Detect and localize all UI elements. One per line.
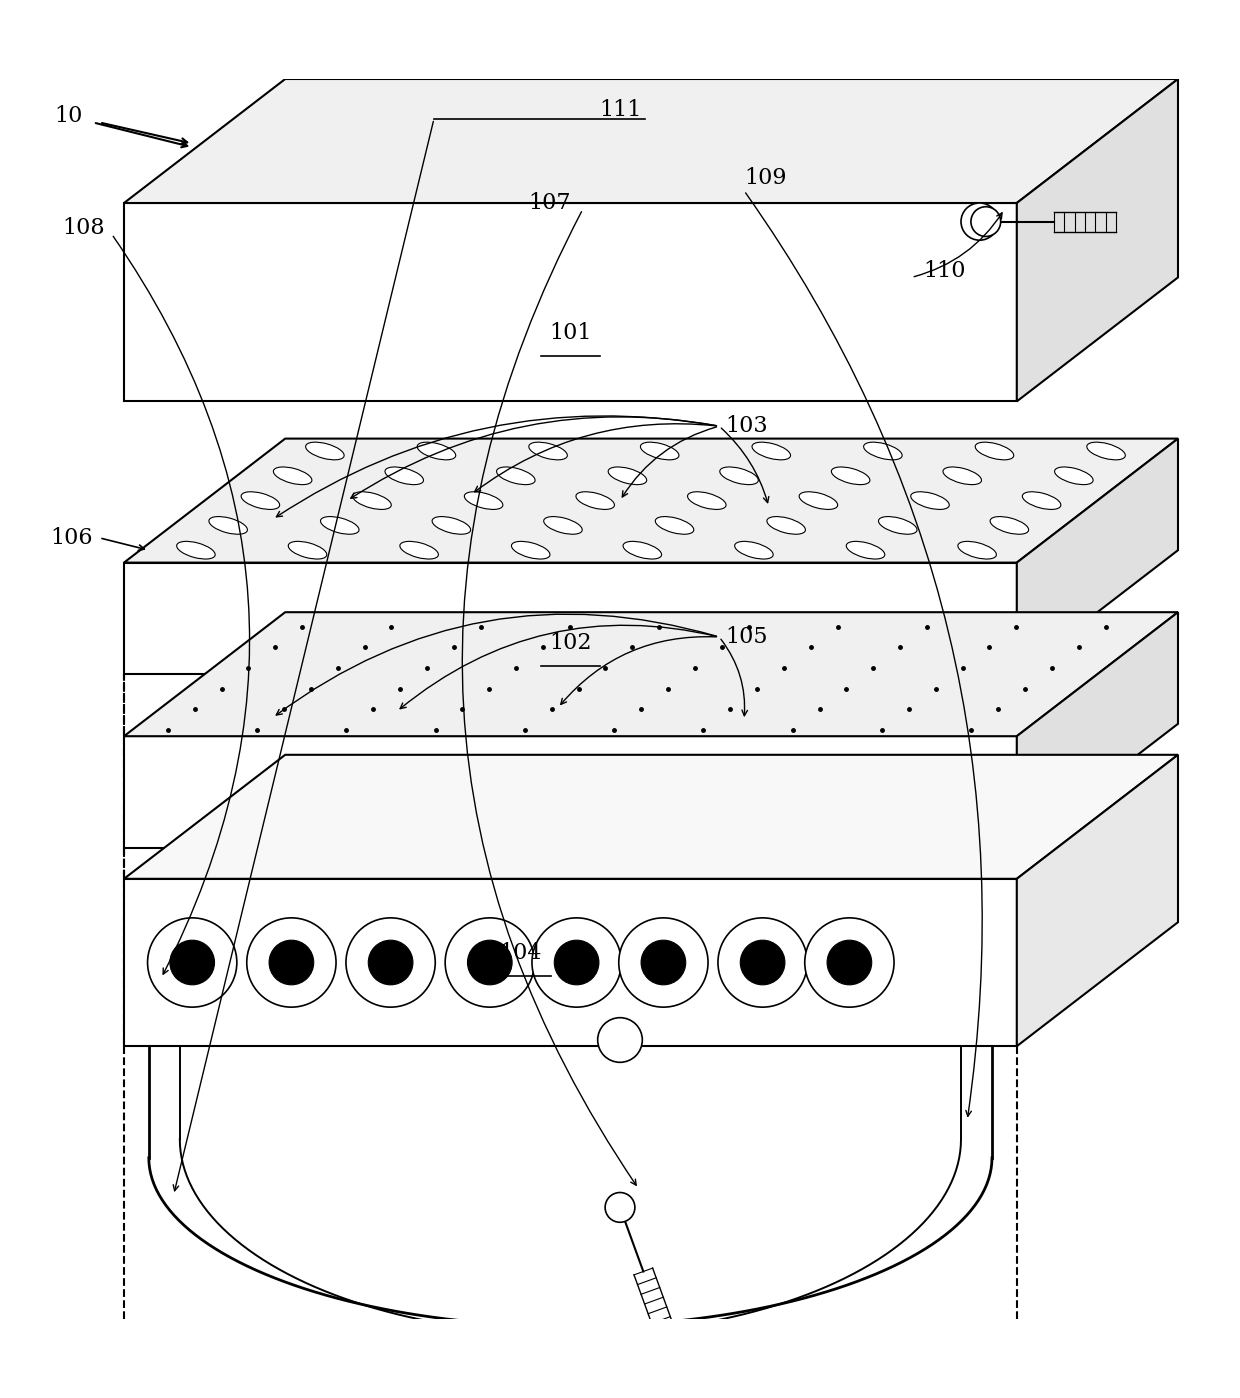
- Circle shape: [368, 941, 413, 984]
- Ellipse shape: [288, 541, 327, 559]
- Circle shape: [554, 941, 599, 984]
- Ellipse shape: [622, 541, 662, 559]
- Ellipse shape: [734, 541, 774, 559]
- Ellipse shape: [831, 467, 870, 485]
- Ellipse shape: [799, 492, 838, 509]
- Ellipse shape: [846, 541, 885, 559]
- Polygon shape: [124, 80, 1178, 203]
- Polygon shape: [124, 203, 1017, 401]
- Polygon shape: [124, 755, 1178, 879]
- Ellipse shape: [608, 467, 647, 485]
- Ellipse shape: [1022, 492, 1061, 509]
- Ellipse shape: [655, 517, 694, 534]
- Ellipse shape: [320, 517, 360, 534]
- Circle shape: [718, 918, 807, 1007]
- Circle shape: [467, 941, 512, 984]
- Ellipse shape: [417, 442, 456, 460]
- Circle shape: [605, 1192, 635, 1222]
- Ellipse shape: [352, 492, 392, 509]
- Text: 103: 103: [725, 415, 768, 438]
- Ellipse shape: [543, 517, 583, 534]
- Circle shape: [148, 918, 237, 1007]
- Polygon shape: [124, 439, 1178, 562]
- Ellipse shape: [878, 517, 918, 534]
- Text: 108: 108: [63, 217, 105, 239]
- Circle shape: [805, 918, 894, 1007]
- Circle shape: [598, 1018, 642, 1062]
- Polygon shape: [1017, 80, 1178, 401]
- Ellipse shape: [511, 541, 551, 559]
- Ellipse shape: [687, 492, 727, 509]
- Ellipse shape: [1054, 467, 1094, 485]
- Ellipse shape: [399, 541, 439, 559]
- Ellipse shape: [1086, 442, 1126, 460]
- Circle shape: [445, 918, 534, 1007]
- Polygon shape: [124, 562, 1017, 674]
- Ellipse shape: [957, 541, 997, 559]
- Circle shape: [740, 941, 785, 984]
- Ellipse shape: [273, 467, 312, 485]
- Text: 102: 102: [549, 632, 591, 654]
- Circle shape: [619, 918, 708, 1007]
- Ellipse shape: [719, 467, 759, 485]
- Ellipse shape: [575, 492, 615, 509]
- Ellipse shape: [975, 442, 1014, 460]
- Text: 105: 105: [725, 626, 768, 649]
- Text: 101: 101: [549, 322, 591, 344]
- Ellipse shape: [942, 467, 982, 485]
- Polygon shape: [1017, 612, 1178, 847]
- Ellipse shape: [528, 442, 568, 460]
- Ellipse shape: [640, 442, 680, 460]
- Ellipse shape: [496, 467, 536, 485]
- Polygon shape: [1017, 439, 1178, 674]
- Circle shape: [827, 941, 872, 984]
- Ellipse shape: [432, 517, 471, 534]
- Text: 110: 110: [924, 260, 966, 282]
- Ellipse shape: [384, 467, 424, 485]
- Circle shape: [346, 918, 435, 1007]
- Text: 111: 111: [599, 99, 641, 122]
- Polygon shape: [124, 737, 1017, 847]
- Ellipse shape: [176, 541, 216, 559]
- Ellipse shape: [863, 442, 903, 460]
- Text: 109: 109: [744, 168, 786, 189]
- Text: 106: 106: [51, 527, 93, 549]
- Ellipse shape: [208, 517, 248, 534]
- Text: 107: 107: [528, 192, 570, 214]
- Circle shape: [247, 918, 336, 1007]
- Circle shape: [269, 941, 314, 984]
- Ellipse shape: [305, 442, 345, 460]
- Ellipse shape: [990, 517, 1029, 534]
- Ellipse shape: [751, 442, 791, 460]
- Circle shape: [532, 918, 621, 1007]
- Circle shape: [641, 941, 686, 984]
- Ellipse shape: [910, 492, 950, 509]
- Polygon shape: [124, 612, 1178, 737]
- Circle shape: [961, 203, 998, 240]
- Ellipse shape: [766, 517, 806, 534]
- Circle shape: [170, 941, 215, 984]
- Ellipse shape: [464, 492, 503, 509]
- Text: 104: 104: [500, 942, 542, 965]
- Ellipse shape: [241, 492, 280, 509]
- Circle shape: [971, 207, 1001, 236]
- Text: 10: 10: [55, 105, 82, 127]
- Polygon shape: [124, 879, 1017, 1046]
- Polygon shape: [1017, 755, 1178, 1046]
